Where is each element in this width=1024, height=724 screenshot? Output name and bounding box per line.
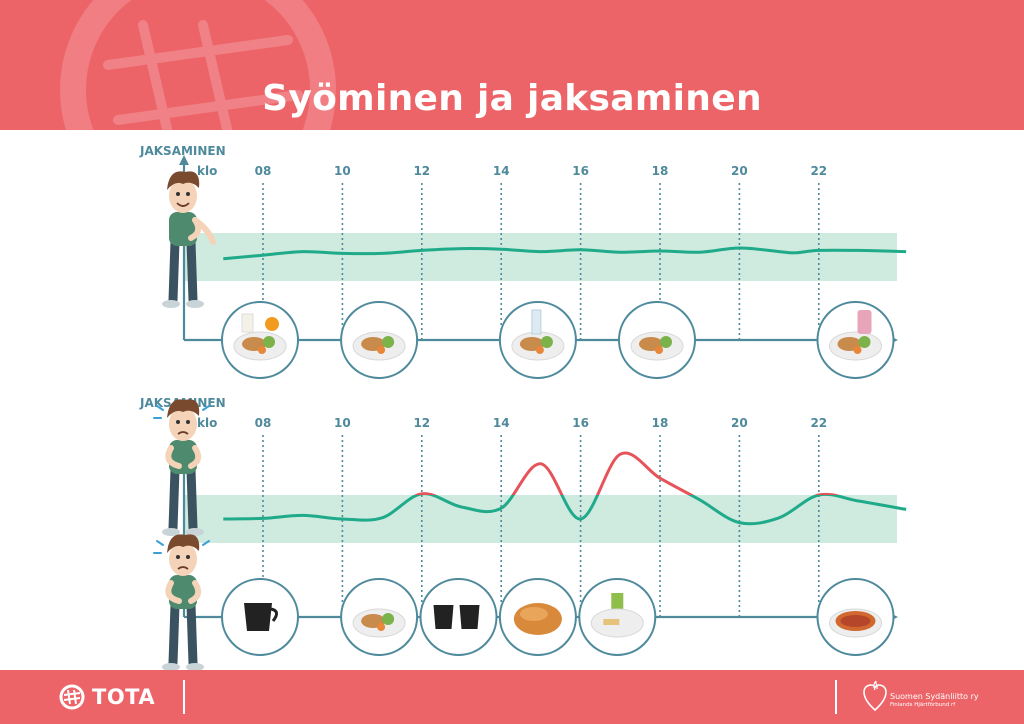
stressed-character — [153, 399, 210, 536]
footer-banner — [0, 670, 1024, 724]
tick-label-22: 22 — [810, 416, 827, 430]
tick-label-14: 14 — [493, 416, 510, 430]
energy-chart-1: JAKSAMINEN klo 08 10 12 14 16 18 20 22 — [139, 144, 907, 379]
breakfast-plate-image — [221, 301, 299, 379]
tick-label-20: 20 — [731, 164, 748, 178]
normal-energy-band — [185, 233, 897, 281]
evening-snack-plate-image — [816, 301, 895, 379]
lunch-plate-image — [340, 301, 419, 379]
coffee-cup-image — [221, 578, 299, 656]
two-coffee-cups-image — [419, 578, 498, 656]
tired-character — [153, 534, 210, 671]
juice-and-snack-image — [578, 578, 657, 656]
footer-divider-left — [183, 680, 185, 714]
tick-label-12: 12 — [413, 164, 430, 178]
relaxed-character — [162, 171, 216, 308]
energy-curve-in-band — [223, 495, 907, 526]
page-title: Syöminen ja jaksaminen — [262, 78, 762, 119]
tick-label-10: 10 — [334, 164, 351, 178]
pastry-image — [498, 578, 577, 656]
lunch-plate-image — [340, 578, 419, 656]
tick-label-18: 18 — [652, 416, 669, 430]
heart-icon — [863, 680, 887, 712]
pizza-image — [816, 578, 895, 656]
tick-label-16: 16 — [572, 164, 589, 178]
tick-label-08: 08 — [255, 416, 272, 430]
tick-label-20: 20 — [731, 416, 748, 430]
tick-label-14: 14 — [493, 164, 510, 178]
x-unit-label: klo — [197, 164, 217, 178]
dinner-plate-image — [618, 301, 696, 379]
tota-logo-text: TOTA — [92, 685, 156, 709]
snack-plate-image — [498, 301, 577, 379]
partner-name-swedish: Finlands Hjärtförbund rf — [890, 702, 956, 708]
tick-label-12: 12 — [413, 416, 430, 430]
tota-logo: TOTA — [58, 681, 155, 713]
tick-label-18: 18 — [652, 164, 669, 178]
partner-name: Suomen Sydänliitto ry — [890, 692, 979, 701]
tick-label-10: 10 — [334, 416, 351, 430]
tota-logo-icon — [59, 684, 85, 710]
tick-label-08: 08 — [255, 164, 272, 178]
x-unit-label: klo — [197, 416, 217, 430]
tick-label-22: 22 — [810, 164, 827, 178]
tick-label-16: 16 — [572, 416, 589, 430]
header-banner: Syöminen ja jaksaminen — [0, 0, 1024, 130]
y-axis-label: JAKSAMINEN — [139, 144, 226, 158]
normal-energy-band — [185, 495, 897, 543]
sydanliitto-logo: Suomen Sydänliitto ry Finlands Hjärtförb… — [862, 680, 1002, 716]
hashtag-logo-watermark — [60, 0, 336, 130]
energy-curve — [223, 246, 907, 261]
footer-divider-right — [835, 680, 837, 714]
